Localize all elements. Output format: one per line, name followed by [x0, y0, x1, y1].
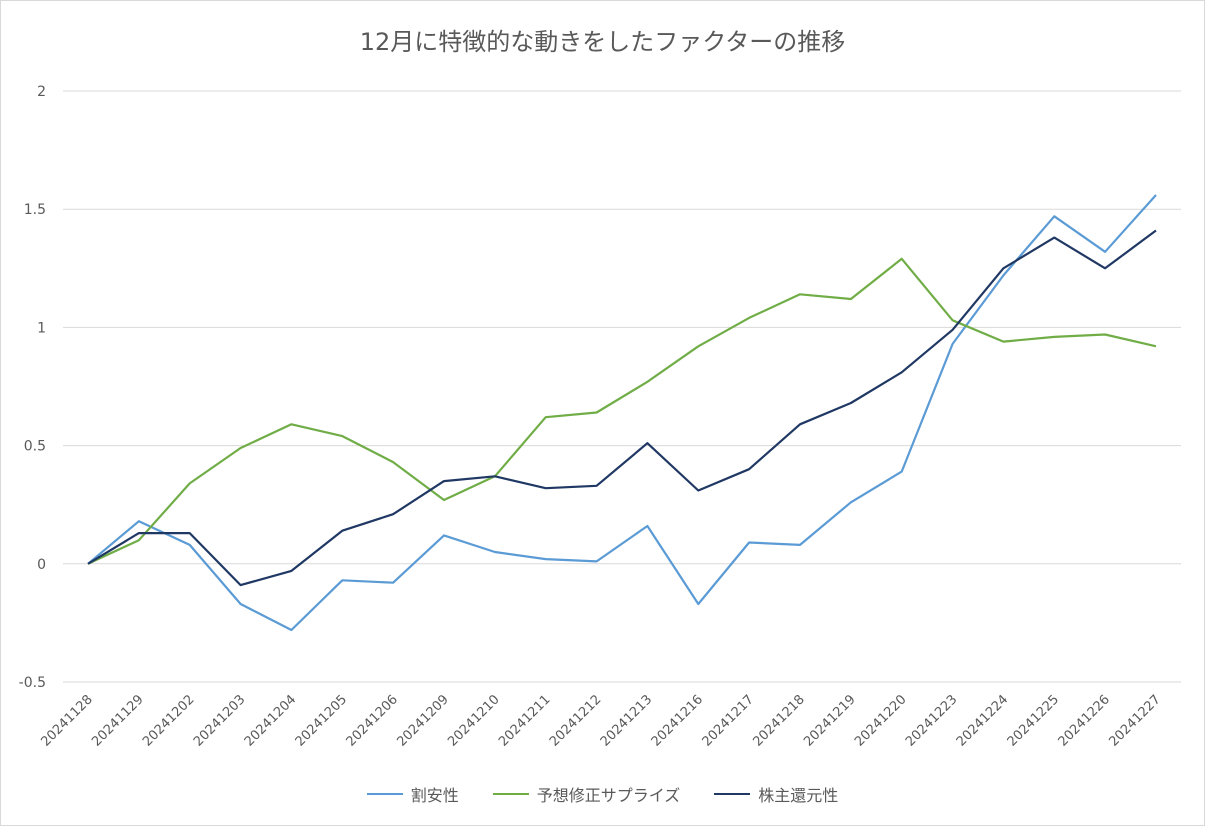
x-tick-label: 20241204 — [242, 692, 299, 749]
x-tick-label: 20241203 — [191, 692, 248, 749]
x-tick-label: 20241216 — [649, 692, 706, 749]
legend-item: 割安性 — [366, 782, 459, 806]
series-lines — [87, 194, 1157, 632]
x-tick-label: 20241202 — [140, 692, 197, 749]
gridlines — [63, 90, 1181, 683]
x-tick-label: 20241223 — [903, 692, 960, 749]
y-tick-label: 0 — [37, 557, 46, 573]
legend-swatch — [492, 793, 529, 795]
x-tick-label: 20241213 — [598, 692, 655, 749]
x-tick-label: 20241219 — [801, 692, 858, 749]
x-tick-label: 20241129 — [89, 692, 146, 749]
x-tick-label: 20241210 — [445, 692, 502, 749]
x-tick-label: 20241225 — [1005, 692, 1062, 749]
x-tick-label: 20241212 — [547, 692, 604, 749]
legend-swatch — [714, 793, 751, 795]
legend-label: 株主還元性 — [758, 786, 839, 805]
chart-title: 12月に特徴的な動きをしたファクターの推移 — [359, 28, 846, 56]
series-line — [87, 257, 1157, 565]
x-tick-label: 20241218 — [750, 692, 807, 749]
x-tick-label: 20241227 — [1106, 692, 1163, 749]
legend-label: 割安性 — [410, 786, 459, 805]
y-tick-label: -0.5 — [19, 675, 46, 691]
legend-label: 予想修正サプライズ — [536, 786, 681, 805]
y-tick-label: 2 — [37, 84, 46, 100]
x-tick-label: 20241220 — [852, 692, 909, 749]
x-tick-label: 20241205 — [293, 692, 350, 749]
x-tick-label: 20241209 — [394, 692, 451, 749]
legend-item: 株主還元性 — [714, 782, 838, 806]
y-tick-label: 1 — [37, 320, 46, 336]
x-tick-label: 20241226 — [1056, 692, 1113, 749]
x-tick-label: 20241128 — [38, 692, 95, 749]
y-tick-label: 0.5 — [24, 439, 46, 455]
legend-swatch — [366, 793, 403, 795]
y-tick-label: 1.5 — [24, 202, 46, 218]
series-line — [87, 194, 1157, 632]
chart-legend: 割安性 予想修正サプライズ 株主還元性 — [0, 782, 1205, 806]
y-axis-ticks: 2 1.5 1 0.5 0 -0.5 — [19, 84, 46, 691]
legend-item: 予想修正サプライズ — [492, 782, 681, 806]
x-tick-label: 20241206 — [344, 692, 401, 749]
x-tick-label: 20241217 — [700, 692, 757, 749]
series-line — [87, 229, 1157, 587]
x-tick-label: 20241211 — [496, 692, 553, 749]
x-tick-label: 20241224 — [954, 692, 1011, 749]
x-axis-ticks: 2024112820241129202412022024120320241204… — [38, 692, 1163, 749]
